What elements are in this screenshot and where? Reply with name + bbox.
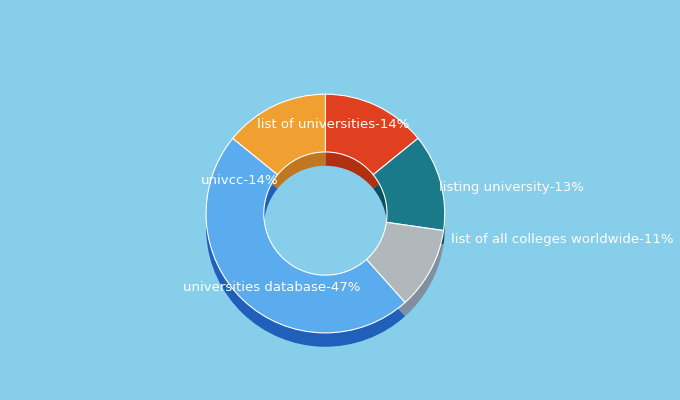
Wedge shape: [233, 108, 326, 188]
Wedge shape: [367, 222, 443, 302]
Wedge shape: [206, 152, 405, 347]
Wedge shape: [373, 152, 445, 244]
Text: universities database-47%: universities database-47%: [183, 281, 360, 294]
Text: univcc-14%: univcc-14%: [201, 174, 278, 187]
Wedge shape: [367, 236, 443, 316]
Text: list of universities-14%: list of universities-14%: [257, 118, 409, 130]
Wedge shape: [326, 108, 418, 188]
Text: listing university-13%: listing university-13%: [439, 181, 583, 194]
Wedge shape: [326, 94, 418, 175]
Wedge shape: [373, 138, 445, 230]
Wedge shape: [233, 94, 326, 175]
Wedge shape: [206, 138, 405, 333]
Text: list of all colleges worldwide-11%: list of all colleges worldwide-11%: [451, 233, 673, 246]
